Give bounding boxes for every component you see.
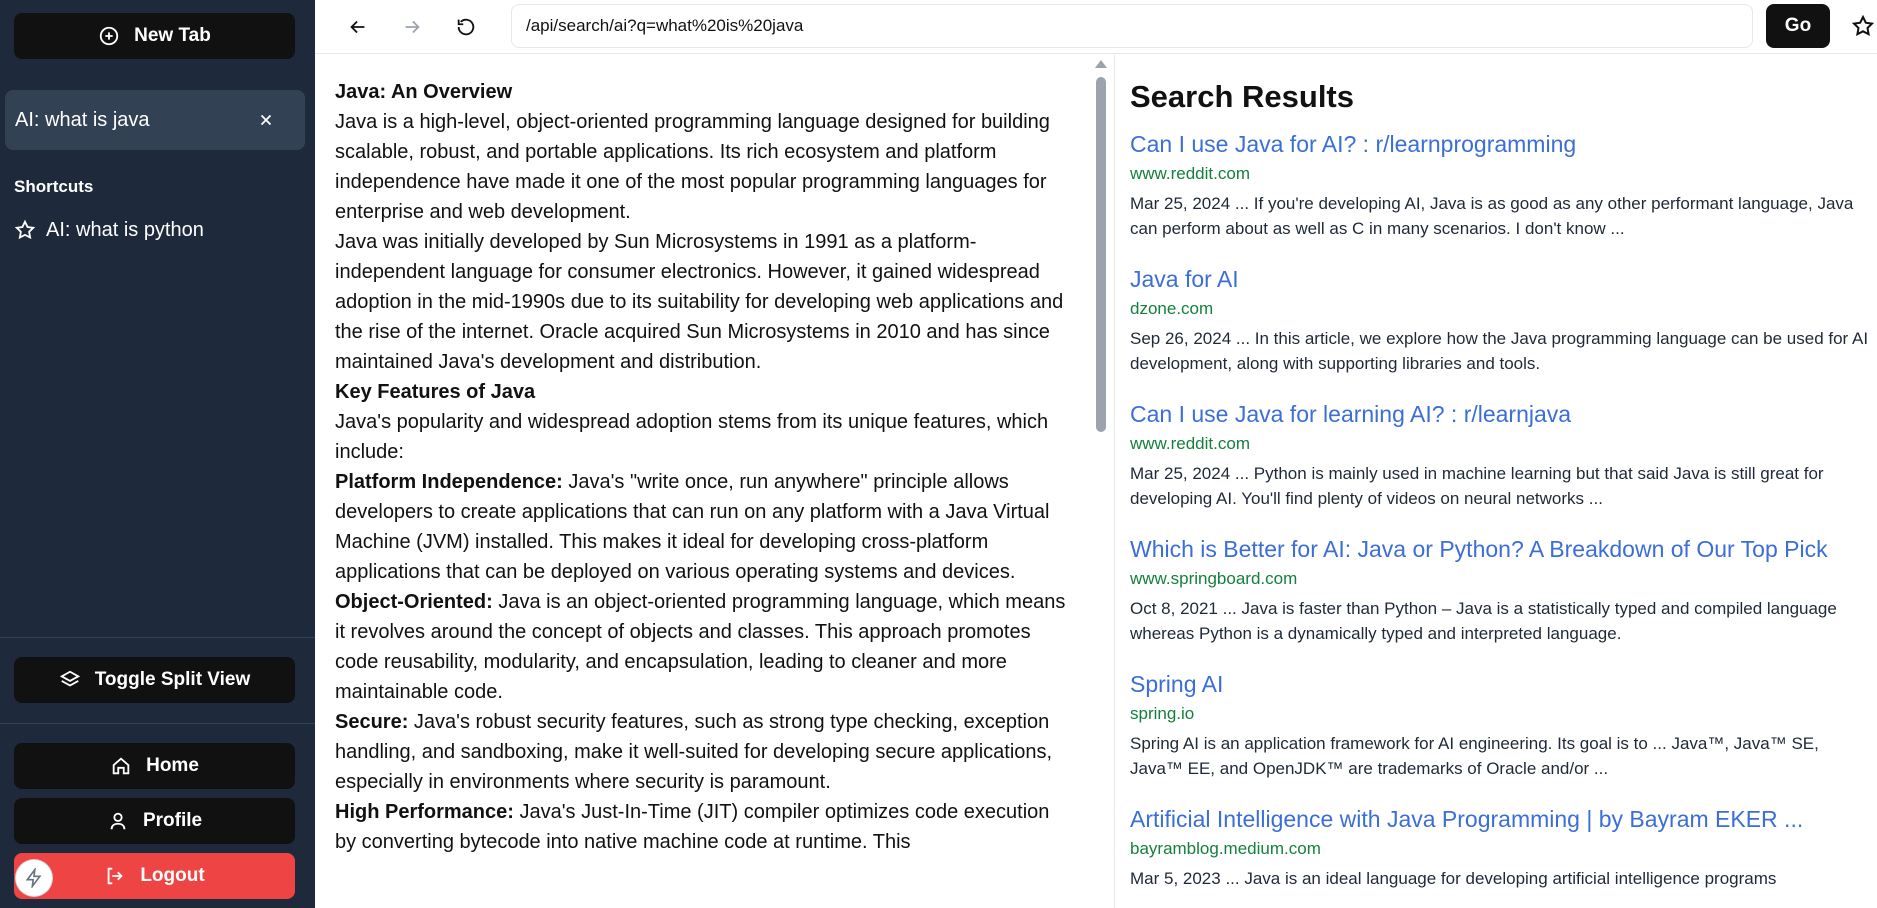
bolt-icon[interactable] — [16, 860, 52, 896]
result-domain: bayramblog.medium.com — [1130, 839, 1321, 858]
shortcut-ai-what-is-python[interactable]: AI: what is python — [14, 216, 204, 244]
home-icon — [112, 757, 130, 775]
feature-term: High Performance: — [335, 801, 514, 823]
result-item: Which is Better for AI: Java or Python? … — [1130, 534, 1877, 669]
result-domain: www.springboard.com — [1130, 569, 1298, 588]
shortcut-label: AI: what is python — [46, 218, 204, 241]
result-item: Can I use Java for AI? : r/learnprogramm… — [1130, 129, 1877, 264]
star-icon — [14, 219, 36, 240]
home-label: Home — [146, 755, 199, 776]
result-title-link[interactable]: Artificial Intelligence with Java Progra… — [1130, 806, 1804, 832]
reload-icon[interactable] — [451, 12, 481, 42]
result-title-link[interactable]: Can I use Java for AI? : r/learnprogramm… — [1130, 131, 1577, 157]
feature-term: Object-Oriented: — [335, 591, 493, 613]
feature-paragraph: High Performance: Java's Just-In-Time (J… — [335, 797, 1070, 857]
result-snippet: Mar 25, 2024 ... If you're developing AI… — [1130, 194, 1854, 238]
feature-term: Platform Independence: — [335, 471, 563, 493]
result-snippet: Sep 26, 2024 ... In this article, we exp… — [1130, 329, 1869, 373]
feature-paragraph: Platform Independence: Java's "write onc… — [335, 467, 1070, 587]
result-snippet: Oct 8, 2021 ... Java is faster than Pyth… — [1130, 599, 1837, 643]
search-results-pane: Search Results Can I use Java for AI? : … — [1130, 55, 1877, 908]
result-title-link[interactable]: Which is Better for AI: Java or Python? … — [1130, 536, 1828, 562]
logout-label: Logout — [140, 865, 205, 886]
shortcuts-heading: Shortcuts — [14, 177, 94, 196]
article-heading: Java: An Overview — [335, 77, 1070, 107]
results-heading: Search Results — [1130, 79, 1354, 114]
feature-text: Java's "write once, run anywhere" princi… — [335, 471, 1050, 583]
toggle-split-label: Toggle Split View — [94, 669, 251, 690]
result-title-link[interactable]: Java for AI — [1130, 266, 1239, 292]
result-item: Artificial Intelligence with Java Progra… — [1130, 804, 1877, 908]
go-button[interactable]: Go — [1766, 4, 1830, 48]
article-paragraph: Java was initially developed by Sun Micr… — [335, 231, 1064, 373]
split-divider[interactable] — [1114, 55, 1115, 908]
result-item: Java for AI dzone.com Sep 26, 2024 ... I… — [1130, 264, 1877, 399]
result-domain: dzone.com — [1130, 299, 1214, 318]
new-tab-label: New Tab — [134, 25, 211, 46]
article-heading: Key Features of Java — [335, 377, 1070, 407]
result-snippet: Spring AI is an application framework fo… — [1130, 734, 1819, 778]
close-icon[interactable] — [255, 109, 277, 131]
user-icon — [110, 812, 126, 830]
profile-label: Profile — [142, 810, 203, 831]
plus-circle-icon — [99, 26, 119, 46]
result-title-link[interactable]: Can I use Java for learning AI? : r/lear… — [1130, 401, 1572, 427]
article-paragraph: Java's popularity and widespread adoptio… — [335, 411, 1049, 463]
tab-ai-what-is-java[interactable]: AI: what is java — [5, 90, 305, 150]
url-input[interactable] — [511, 4, 1753, 48]
toggle-split-view-button[interactable]: Toggle Split View — [14, 657, 295, 703]
feature-term: Secure: — [335, 711, 409, 733]
ai-answer-pane: Java: An Overview Java is a high-level, … — [315, 55, 1090, 908]
logout-button[interactable]: Logout — [14, 853, 295, 899]
divider — [0, 723, 315, 724]
result-item: Spring AI spring.io Spring AI is an appl… — [1130, 669, 1877, 804]
result-snippet: Mar 5, 2023 ... Java is an ideal languag… — [1130, 869, 1777, 888]
scrollbar-thumb[interactable] — [1096, 77, 1106, 432]
result-domain: www.reddit.com — [1130, 434, 1250, 453]
bookmark-star-icon[interactable] — [1851, 14, 1877, 40]
result-snippet: Mar 25, 2024 ... Python is mainly used i… — [1130, 464, 1824, 508]
tab-label: AI: what is java — [15, 108, 150, 131]
article-paragraph: Java is a high-level, object-oriented pr… — [335, 111, 1050, 223]
heading-text: Java: An Overview — [335, 81, 513, 103]
feature-text: Java is an object-oriented programming l… — [335, 591, 1066, 703]
feature-paragraph: Object-Oriented: Java is an object-orien… — [335, 587, 1070, 707]
layers-icon — [59, 670, 80, 687]
profile-button[interactable]: Profile — [14, 798, 295, 844]
scroll-up-arrow-icon[interactable] — [1095, 60, 1107, 68]
heading-text: Key Features of Java — [335, 381, 536, 403]
sidebar: New Tab AI: what is java Shortcuts AI: w… — [0, 0, 315, 908]
feature-text: Java's robust security features, such as… — [335, 711, 1053, 793]
result-domain: spring.io — [1130, 704, 1195, 723]
logout-icon — [107, 867, 124, 885]
new-tab-button[interactable]: New Tab — [14, 13, 295, 59]
browser-toolbar: Go — [315, 0, 1877, 54]
back-arrow-icon[interactable] — [343, 12, 373, 42]
result-title-link[interactable]: Spring AI — [1130, 671, 1224, 697]
result-domain: www.reddit.com — [1130, 164, 1250, 183]
forward-arrow-icon[interactable] — [397, 12, 427, 42]
divider — [0, 637, 315, 638]
feature-text: Java's Just-In-Time (JIT) compiler optim… — [335, 801, 1050, 853]
result-item: Can I use Java for learning AI? : r/lear… — [1130, 399, 1877, 534]
feature-paragraph: Secure: Java's robust security features,… — [335, 707, 1070, 797]
home-button[interactable]: Home — [14, 743, 295, 789]
